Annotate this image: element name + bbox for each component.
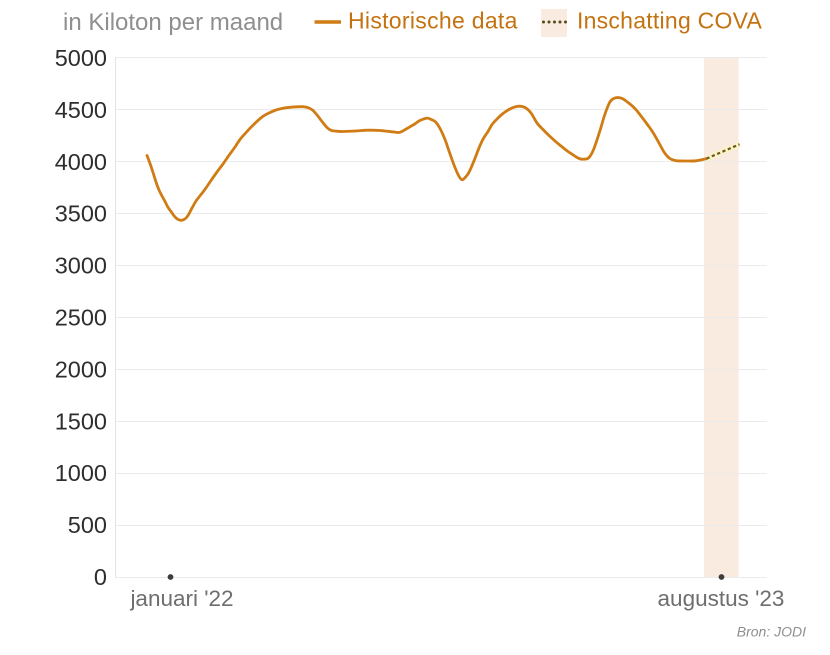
svg-text:2500: 2500 bbox=[55, 305, 107, 331]
svg-text:augustus '23: augustus '23 bbox=[658, 586, 785, 611]
svg-text:3000: 3000 bbox=[55, 253, 107, 279]
svg-text:Historische data: Historische data bbox=[348, 8, 518, 34]
svg-text:Inschatting COVA: Inschatting COVA bbox=[577, 8, 763, 34]
svg-text:5000: 5000 bbox=[55, 45, 107, 71]
svg-text:3500: 3500 bbox=[55, 201, 107, 227]
svg-text:4000: 4000 bbox=[55, 149, 107, 175]
svg-text:1500: 1500 bbox=[55, 408, 107, 434]
svg-text:4500: 4500 bbox=[55, 97, 107, 123]
svg-text:Bron: JODI: Bron: JODI bbox=[737, 624, 806, 640]
svg-text:in Kiloton per maand: in Kiloton per maand bbox=[63, 9, 283, 36]
svg-text:0: 0 bbox=[94, 564, 107, 590]
svg-text:1000: 1000 bbox=[55, 460, 107, 486]
svg-text:januari '22: januari '22 bbox=[129, 586, 233, 611]
svg-text:500: 500 bbox=[68, 512, 107, 538]
svg-text:2000: 2000 bbox=[55, 356, 107, 382]
